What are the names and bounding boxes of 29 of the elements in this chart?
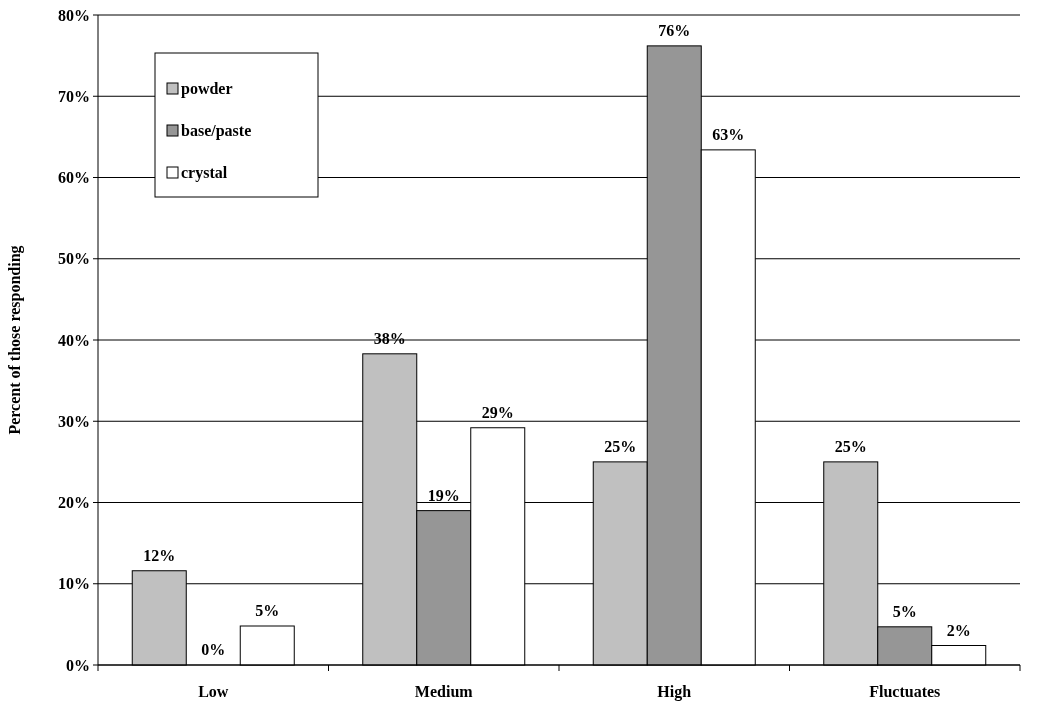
y-tick-label: 0% — [66, 656, 90, 674]
x-tick-label: Medium — [414, 683, 474, 700]
data-label: 19% — [427, 486, 460, 504]
legend-label: base/paste — [181, 122, 252, 140]
data-label: 2% — [946, 621, 971, 639]
y-axis-title: Percent of those responding — [6, 245, 24, 435]
y-tick-label: 20% — [58, 494, 90, 512]
data-label: 25% — [834, 437, 867, 455]
data-label: 63% — [712, 125, 745, 143]
x-tick-label: High — [657, 683, 692, 701]
data-label: 0% — [201, 641, 226, 658]
data-label: 38% — [373, 329, 406, 347]
y-tick-label: 80% — [58, 6, 90, 24]
data-label: 12% — [143, 546, 176, 564]
y-tick-label: 10% — [58, 575, 90, 593]
y-tick-label: 70% — [58, 87, 90, 105]
y-tick-label: 50% — [58, 250, 90, 268]
data-label: 5% — [255, 602, 280, 619]
x-tick-label: Fluctuates — [869, 683, 941, 700]
legend-label: crystal — [181, 164, 228, 182]
legend-label: powder — [181, 80, 233, 98]
y-tick-label: 30% — [58, 412, 90, 430]
y-tick-label: 40% — [58, 331, 90, 349]
y-tick-label: 60% — [58, 169, 90, 187]
data-label: 29% — [481, 403, 514, 421]
data-label: 25% — [604, 437, 637, 455]
data-label: 76% — [658, 21, 691, 39]
x-tick-label: Low — [198, 683, 229, 700]
data-label: 5% — [892, 602, 917, 620]
